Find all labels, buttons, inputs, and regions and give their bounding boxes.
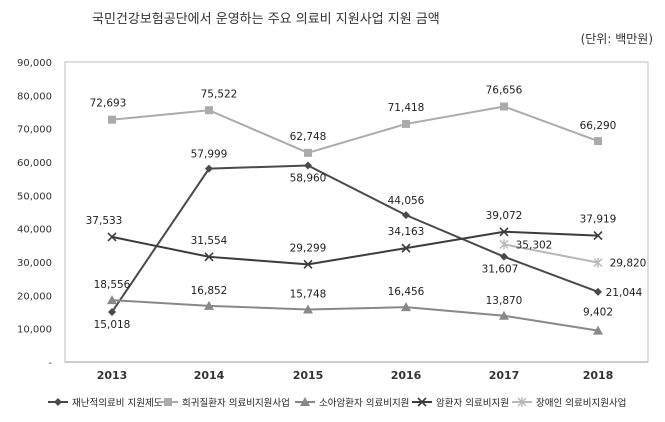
marker-point	[204, 252, 214, 262]
marker-point	[593, 257, 603, 268]
series-3: 18,556 16,852 15,748 16,456 13,870 9,402	[94, 279, 613, 335]
marker-legend	[300, 397, 310, 406]
series-line	[111, 164, 599, 313]
data-label: 18,556	[94, 279, 131, 291]
data-label: 31,607	[482, 264, 519, 276]
legend-label: 장애인 의료비지원사업	[536, 397, 626, 409]
y-tick-label: 40,000	[17, 225, 52, 236]
marker-point	[107, 295, 117, 305]
marker-point	[107, 232, 117, 242]
marker-point	[500, 252, 508, 261]
marker-point	[402, 211, 410, 220]
y-tick-label: 30,000	[17, 258, 52, 269]
marker-point	[401, 302, 411, 312]
data-label: 29,299	[290, 242, 327, 254]
legend-label: 소아암환자 의료비지원	[319, 397, 409, 409]
marker-point	[499, 239, 509, 250]
legend-label: 재난적의료비 지원제도	[72, 397, 163, 409]
y-tick-label: 90,000	[17, 58, 52, 69]
data-label: 76,656	[486, 84, 523, 96]
data-label: 58,960	[290, 172, 327, 184]
data-label: 34,163	[388, 226, 425, 238]
legend-item: 소아암환자 의료비지원	[295, 397, 409, 409]
data-label: 71,418	[388, 102, 425, 114]
plot-frame	[64, 61, 649, 363]
legend-label: 암환자 의료비지원	[436, 397, 509, 409]
marker-point	[304, 161, 312, 170]
chart-title: 국민건강보험공단에서 운영하는 주요 의료비 지원사업 지원 금액	[92, 12, 440, 27]
data-label: 44,056	[388, 195, 425, 207]
data-label: 37,533	[86, 215, 123, 227]
data-label: 16,456	[388, 286, 425, 298]
marker-point	[204, 300, 214, 310]
x-tick-label: 2015	[293, 369, 324, 382]
data-label: 15,018	[94, 319, 131, 331]
marker-point	[303, 304, 313, 314]
data-label: 62,748	[290, 131, 327, 143]
marker-point	[594, 137, 602, 146]
legend-item: 장애인 의료비지원사업	[512, 397, 626, 409]
legend-label: 희귀질환자 의료비지원사업	[182, 397, 290, 409]
data-label: 15,748	[290, 289, 327, 301]
marker-point	[303, 259, 313, 269]
y-tick-label: 50,000	[17, 191, 52, 202]
marker-point	[499, 227, 509, 237]
data-label: 9,402	[583, 307, 613, 319]
series-1: 15,018 57,999 58,960 44,056 31,607 21,044	[94, 149, 643, 331]
y-tick-label: -	[48, 358, 52, 369]
series-line	[111, 105, 599, 154]
marker-legend	[54, 398, 62, 406]
marker-point	[499, 310, 509, 320]
data-label: 16,852	[191, 285, 228, 297]
y-tick-label: 80,000	[17, 91, 52, 102]
y-tick-label: 20,000	[17, 291, 52, 302]
y-tick-label: 10,000	[17, 325, 52, 336]
marker-point	[304, 148, 312, 157]
x-tick-label: 2017	[489, 369, 520, 382]
data-label: 13,870	[486, 295, 523, 307]
marker-point	[205, 106, 213, 115]
marker-point	[401, 243, 411, 253]
legend-item: 암환자 의료비지원	[412, 397, 509, 409]
marker-legend	[517, 397, 527, 407]
x-tick-label: 2016	[391, 369, 422, 382]
data-label: 37,919	[580, 214, 617, 226]
data-label: 31,554	[191, 235, 228, 247]
legend: 재난적의료비 지원제도 희귀질환자 의료비지원사업 소아암환자 의료비지원 암환자 의…	[48, 397, 626, 409]
series-5: 35,302 29,820	[499, 239, 647, 270]
marker-legend	[417, 397, 427, 407]
y-tick-label: 70,000	[17, 125, 52, 136]
data-label: 75,522	[201, 88, 238, 100]
y-tick-label: 60,000	[17, 158, 52, 169]
data-label: 35,302	[516, 239, 553, 251]
legend-item: 희귀질환자 의료비지원사업	[158, 397, 290, 409]
marker-point	[108, 307, 116, 316]
legend-item: 재난적의료비 지원제도	[48, 397, 163, 409]
x-tick-label: 2018	[583, 369, 614, 382]
series-line	[111, 299, 599, 332]
marker-point	[205, 164, 213, 173]
x-tick-label: 2013	[97, 369, 128, 382]
data-label: 39,072	[486, 210, 523, 222]
series-line	[111, 230, 599, 266]
data-label: 57,999	[191, 149, 228, 161]
marker-point	[402, 119, 410, 128]
data-label: 72,693	[90, 98, 127, 110]
x-tick-label: 2014	[194, 369, 225, 382]
series-line	[503, 243, 599, 264]
series-2: 72,693 75,522 62,748 71,418 76,656 66,290	[90, 84, 617, 157]
marker-point	[108, 115, 116, 124]
marker-legend	[164, 398, 172, 406]
series-4: 37,533 31,554 29,299 34,163 39,072 37,919	[86, 210, 617, 269]
data-label: 29,820	[610, 258, 647, 270]
data-label: 66,290	[580, 120, 617, 132]
marker-point	[500, 102, 508, 111]
marker-point	[593, 231, 603, 241]
data-label: 21,044	[606, 287, 643, 299]
marker-point	[594, 287, 602, 296]
unit-label: (단위: 백만원)	[580, 32, 653, 46]
marker-point	[593, 325, 603, 335]
